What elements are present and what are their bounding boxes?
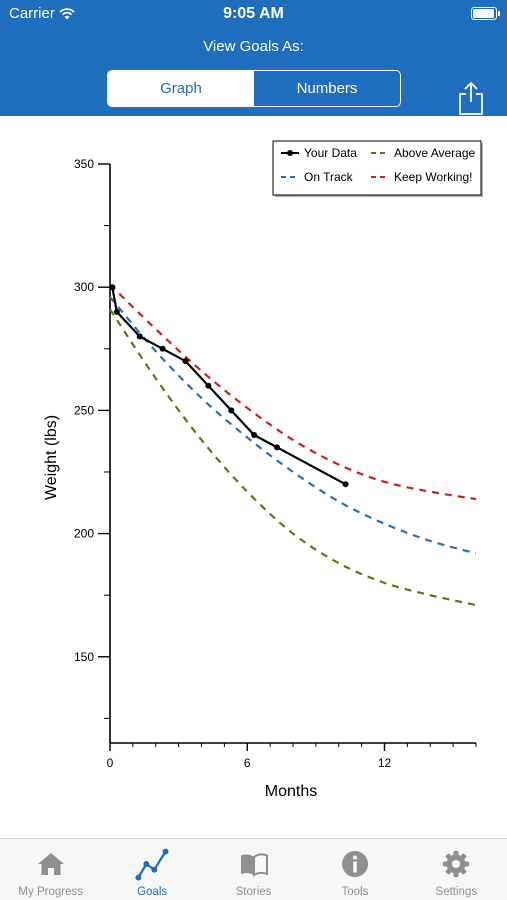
tab-bar: My Progress Goals Stories Tools [0,838,507,900]
goals-graph-icon [135,848,169,881]
series-your-data-point [159,345,166,352]
view-goals-label: View Goals As: [203,38,304,55]
legend-label-on-track: On Track [304,170,354,184]
battery-icon [471,7,500,20]
series-your-data-point [228,407,235,414]
series-your-data-point [251,432,258,439]
share-icon[interactable] [455,80,487,116]
x-tick-label: 12 [378,756,392,770]
tab-label: Stories [235,886,272,898]
legend-label-above-average: Above Average [394,146,476,160]
tab-label: Goals [137,886,168,898]
series-your-data-point [205,382,212,389]
series-on-track-line [109,296,477,555]
tab-label: Settings [435,886,478,898]
series-your-data-line [111,286,347,486]
header: Carrier 9:05 AM View Goals As: Graph Num… [0,0,507,116]
series-your-data-point [342,481,349,488]
y-tick-label: 150 [74,650,94,664]
series-your-data-point [136,333,143,340]
series-your-data-point [182,358,189,365]
chart-canvas: 150 200 250 300 350 0 6 12 Months Weight (lbs) You… [43,140,483,800]
x-axis-title: Months [265,783,317,800]
series-keep-working-line [109,283,477,501]
legend-box [272,140,482,196]
tab-label: My Progress [18,886,83,898]
legend-label-your-data: Your Data [304,146,357,160]
wifi-icon [59,7,75,19]
segment-numbers[interactable]: Numbers [296,80,358,97]
tab-tools[interactable]: Tools [304,839,405,900]
series-your-data-point [113,308,120,315]
series-above-average-line [109,308,477,607]
status-bar: Carrier 9:05 AM [0,0,507,28]
view-mode-segmented-control: Graph Numbers [107,70,401,107]
gear-icon [443,851,470,877]
tab-label: Tools [341,886,369,898]
tab-my-progress[interactable]: My Progress [0,839,101,900]
x-tick-label: 0 [107,756,114,770]
y-tick-label: 200 [74,527,94,541]
book-icon [240,853,268,877]
weight-goal-chart: 150 200 250 300 350 0 6 12 Months Weight (lbs) You… [0,116,507,838]
y-tick-label: 300 [74,280,94,294]
series-your-data-point [109,284,116,291]
y-axis-title: Weight (lbs) [43,415,60,500]
series-your-data-point [273,444,280,451]
clock: 9:05 AM [223,5,284,22]
tab-settings[interactable]: Settings [406,839,507,900]
carrier-label: Carrier [9,5,55,22]
tab-goals[interactable]: Goals [101,839,202,900]
y-tick-label: 350 [74,157,94,171]
x-tick-label: 6 [244,756,251,770]
tab-stories[interactable]: Stories [203,839,304,900]
carrier-indicator: Carrier [9,5,75,22]
info-icon [341,851,368,877]
legend-marker-your-data [287,150,293,156]
legend-label-keep-working: Keep Working! [394,170,473,184]
home-icon [37,853,64,875]
segment-graph[interactable]: Graph [108,71,254,106]
y-tick-label: 250 [74,403,94,417]
